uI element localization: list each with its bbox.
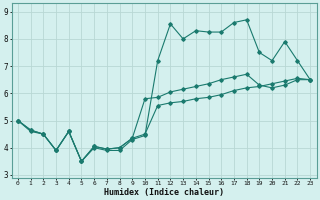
X-axis label: Humidex (Indice chaleur): Humidex (Indice chaleur)	[104, 188, 224, 197]
